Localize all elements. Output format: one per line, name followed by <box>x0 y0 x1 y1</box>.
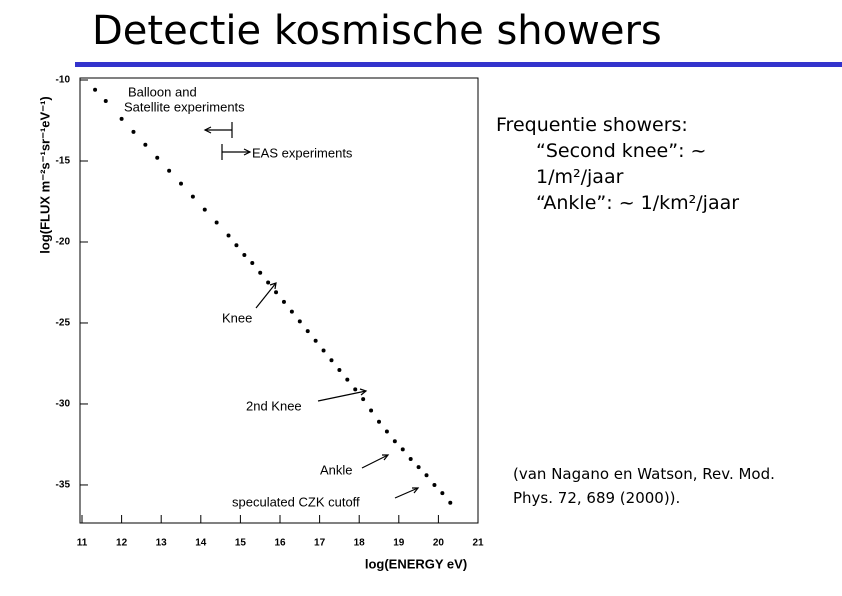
data-point <box>289 309 294 314</box>
data-point <box>345 377 350 382</box>
data-point <box>93 87 98 92</box>
data-point <box>369 408 374 413</box>
y-tick-label: -10 <box>56 75 71 86</box>
data-point <box>313 338 318 343</box>
annotation: Ankle <box>320 462 353 477</box>
x-tick-label: 19 <box>393 538 405 549</box>
data-point <box>258 270 263 275</box>
x-tick-label: 20 <box>433 538 445 549</box>
data-point <box>377 419 381 424</box>
data-point <box>440 491 445 496</box>
annotation-arrows <box>203 122 420 499</box>
y-tick-label: -15 <box>56 156 71 167</box>
x-tick-label: 15 <box>235 538 247 549</box>
x-tick-label: 18 <box>354 538 366 549</box>
y-tick-label: -25 <box>56 318 71 329</box>
data-point <box>305 329 310 334</box>
x-tick-label: 16 <box>274 538 286 549</box>
data-point <box>281 299 286 304</box>
data-point <box>361 397 366 402</box>
x-tick-label: 12 <box>116 538 128 549</box>
data-point <box>119 116 124 121</box>
data-point <box>155 155 160 160</box>
data-point <box>190 194 195 199</box>
bullet-list: Frequentie showers: “Second knee”: ~ 1/m… <box>496 112 796 216</box>
slide-title: Detectie kosmische showers <box>92 8 662 54</box>
data-point <box>143 142 148 147</box>
data-point <box>266 280 271 285</box>
data-point <box>392 439 397 444</box>
x-tick-label: 13 <box>156 538 168 549</box>
y-tick-label: -30 <box>56 399 71 410</box>
data-point <box>400 447 405 452</box>
data-point <box>297 319 302 324</box>
x-tick-label: 11 <box>77 538 88 549</box>
plot-frame <box>79 77 479 524</box>
data-point <box>274 290 279 295</box>
data-point <box>179 181 183 186</box>
data-point <box>448 500 453 505</box>
data-point <box>329 358 334 363</box>
y-tick-label: -20 <box>56 237 71 248</box>
x-tick-label: 21 <box>472 538 484 549</box>
bullet: Frequentie showers: <box>496 114 688 136</box>
data-point <box>337 367 342 372</box>
bullet: “Ankle”: ~ 1/km²/jaar <box>536 192 740 214</box>
bullet: “Second knee”: ~ 1/m²/jaar <box>536 140 707 188</box>
data-point <box>131 129 136 134</box>
data-point <box>424 473 429 478</box>
annotation: Satellite experiments <box>124 99 245 114</box>
annotation: 2nd Knee <box>246 398 302 413</box>
annotation: Knee <box>222 310 252 325</box>
y-axis-label: log(FLUX m⁻²s⁻¹sr⁻¹eV⁻¹) <box>37 96 52 253</box>
x-tick-label: 14 <box>195 538 207 549</box>
data-point <box>408 457 413 462</box>
title-rule <box>75 62 842 67</box>
chart: log(ENERGY eV) log(FLUX m⁻²s⁻¹sr⁻¹eV⁻¹) … <box>37 75 484 572</box>
data-point <box>432 482 437 487</box>
data-point <box>214 220 219 225</box>
y-tick-label: -35 <box>56 480 71 491</box>
annotation: EAS experiments <box>252 145 353 160</box>
annotation: speculated CZK cutoff <box>232 494 360 509</box>
annotation: Balloon and <box>128 84 197 99</box>
data-point <box>167 168 172 173</box>
data-point <box>226 233 231 238</box>
data-point <box>234 243 239 248</box>
data-point <box>416 465 421 470</box>
x-tick-label: 17 <box>314 538 326 549</box>
data-point <box>103 99 108 104</box>
data-point <box>242 252 247 257</box>
data-point <box>321 348 326 353</box>
data-point <box>250 261 255 266</box>
x-axis-label: log(ENERGY eV) <box>365 556 467 571</box>
data-point <box>353 387 358 392</box>
data-point <box>384 429 389 434</box>
data-point <box>202 207 207 212</box>
citation: (van Nagano en Watson, Rev. Mod. Phys. 7… <box>513 465 775 507</box>
